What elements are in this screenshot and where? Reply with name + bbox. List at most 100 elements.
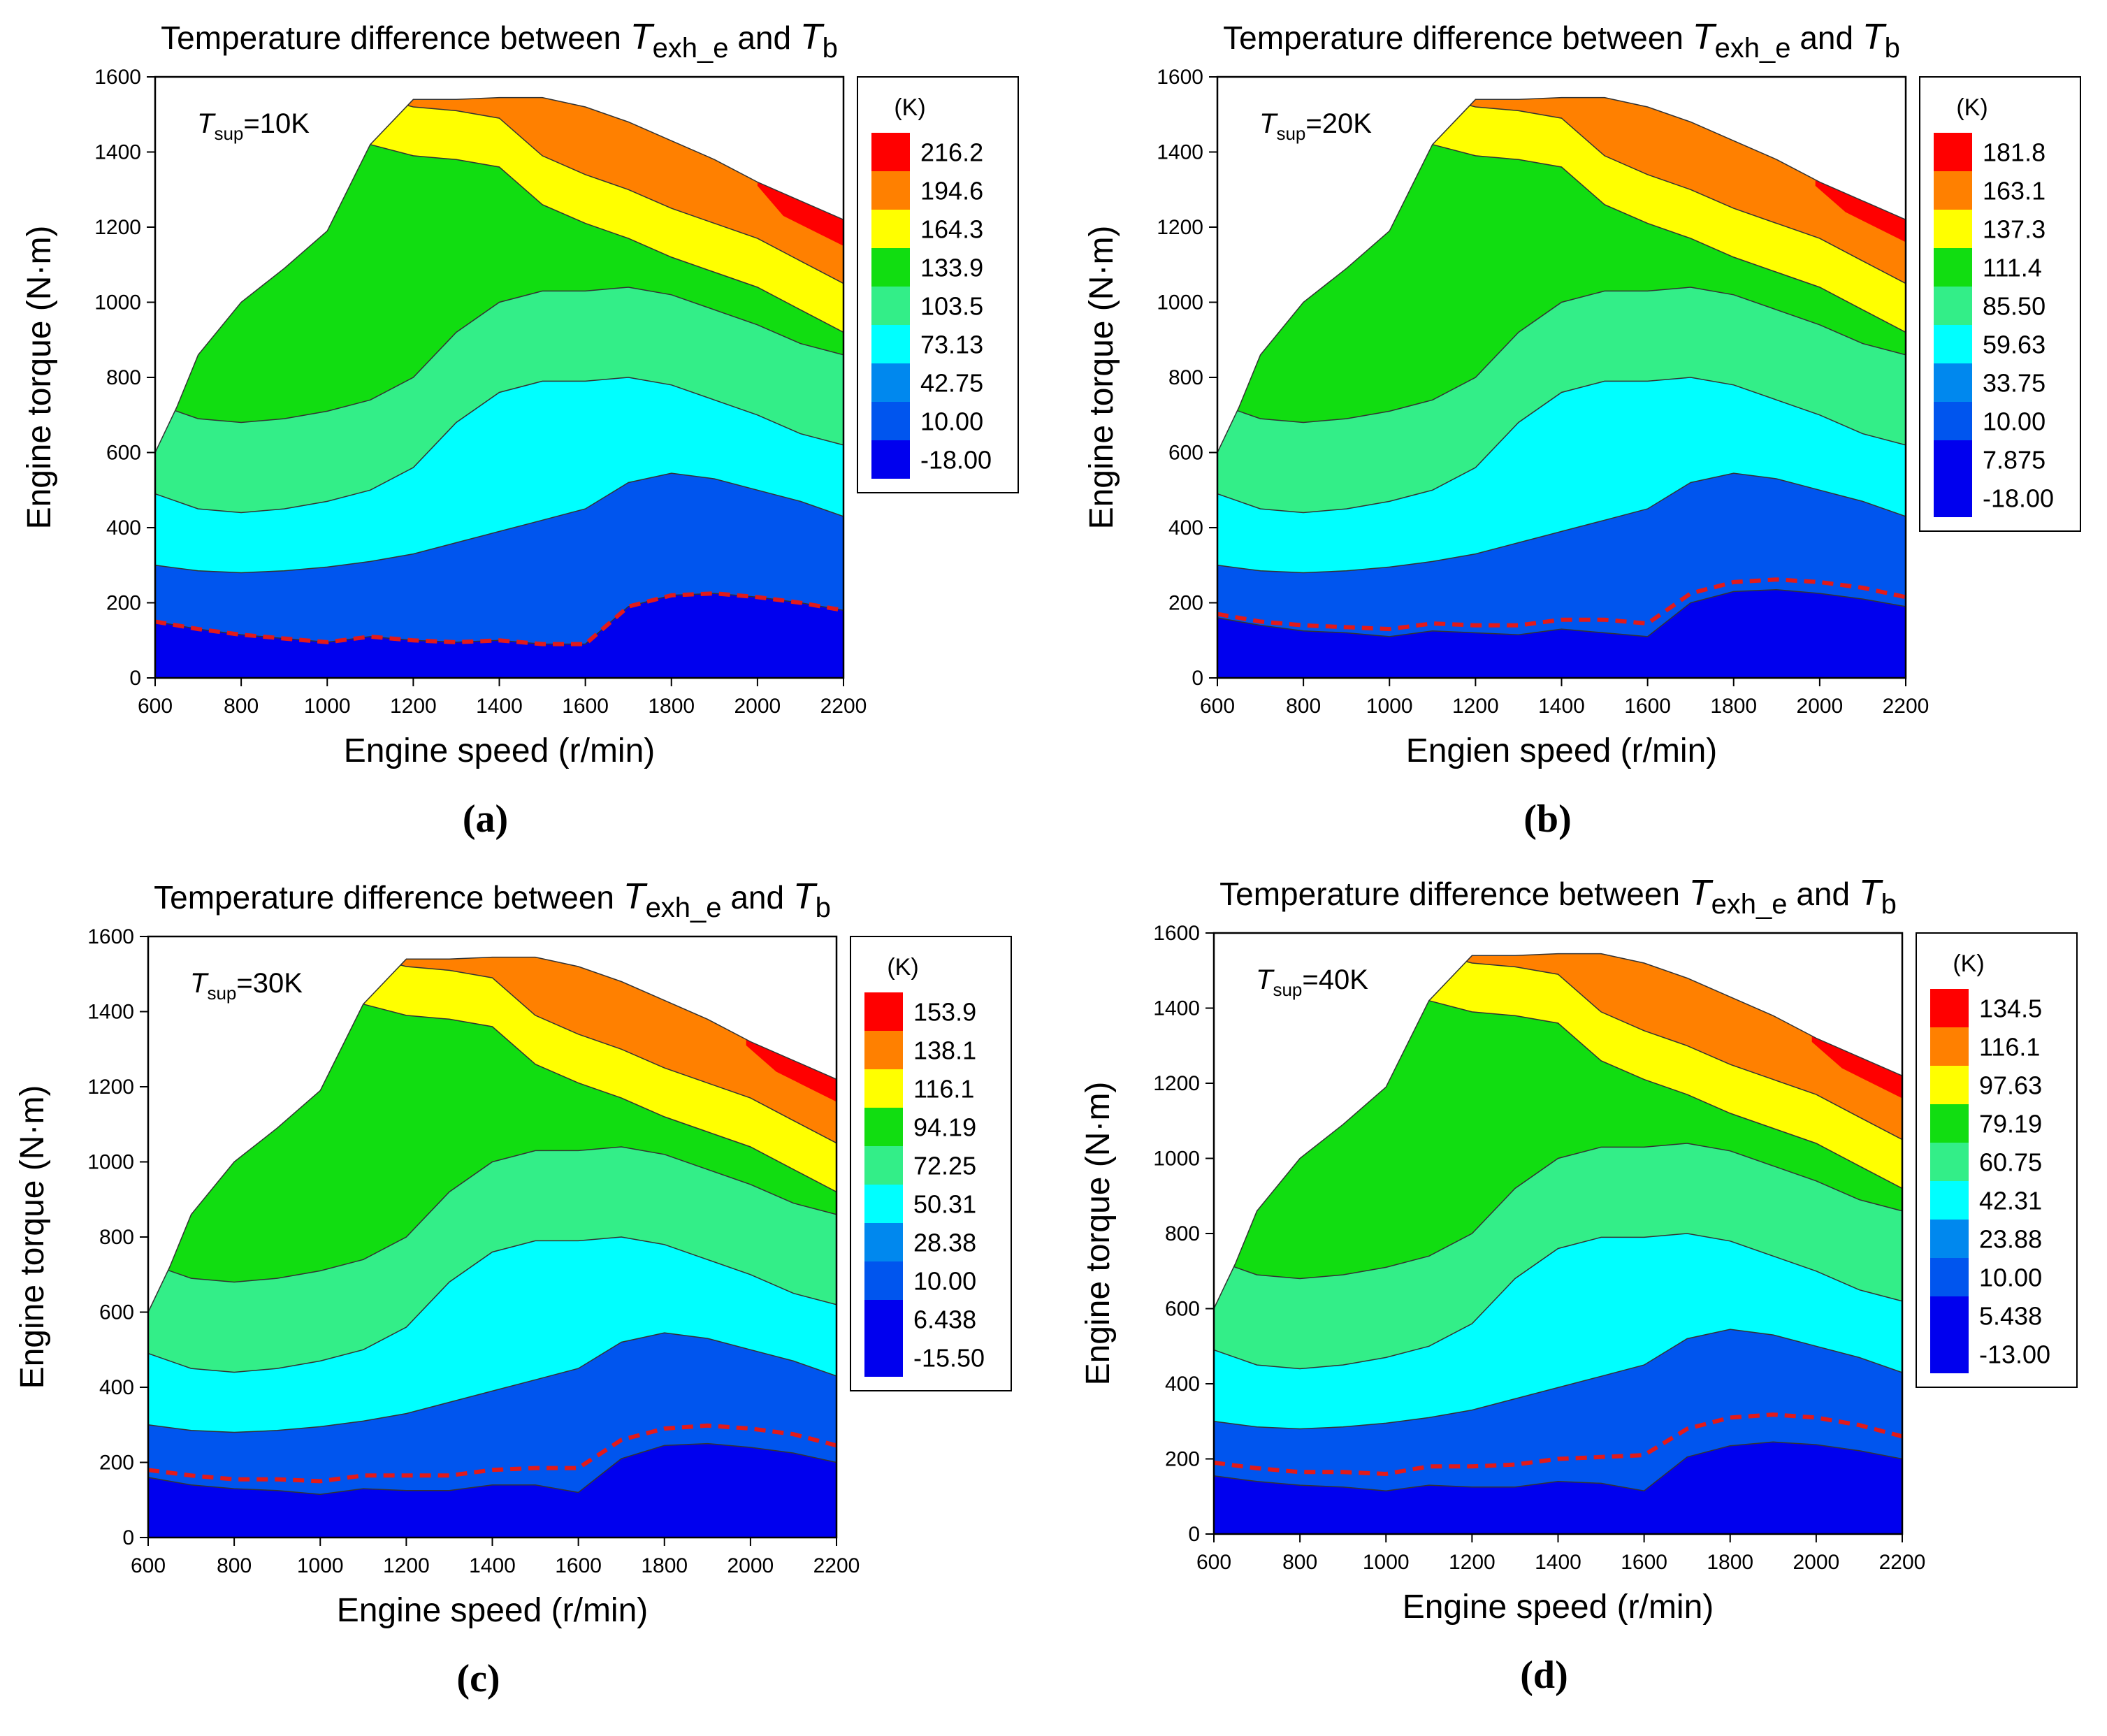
legend-swatch [871,325,910,363]
legend-swatch [1930,1181,1969,1220]
legend-label: 133.9 [920,254,983,282]
y-tick-label: 1600 [87,925,134,948]
legend-swatch [1930,1335,1969,1373]
x-tick-label: 2200 [1879,1551,1926,1574]
x-tick-label: 1000 [1366,695,1413,718]
caption-label: b [1537,797,1558,841]
legend-label: 116.1 [913,1075,974,1104]
legend-label: 163.1 [1983,177,2046,205]
legend-label: 60.75 [1979,1148,2042,1177]
annotation-value: =40K [1302,964,1368,995]
y-tick-label: 400 [106,516,141,540]
legend-label: 164.3 [920,215,983,244]
caption-open: ( [1523,797,1537,841]
title-t2: T [800,17,825,57]
x-tick-label: 1800 [648,695,695,718]
legend-label: 23.88 [1979,1225,2042,1254]
x-tick-label: 2200 [820,695,867,718]
x-tick-label: 1200 [390,695,437,718]
contour-line [1214,1441,1902,1491]
x-tick-label: 1000 [297,1554,344,1577]
contour-line [363,1004,837,1193]
contour-line [1428,1000,1902,1189]
contour-line [148,1332,837,1433]
legend-label: 42.75 [920,369,983,398]
legend-label: 153.9 [913,998,976,1027]
x-tick-label: 600 [1196,1551,1231,1574]
x-axis-label: Engine speed (r/min) [344,732,656,769]
legend-label: 10.00 [913,1267,976,1296]
title-t1-sub: exh_e [1711,889,1788,920]
legend-swatch [871,171,910,210]
legend-swatch [864,1338,903,1377]
contour-line [1217,472,1906,574]
title-t1-sub: exh_e [646,892,722,923]
legend-swatch [864,992,903,1031]
legend-label: 134.5 [1979,994,2042,1023]
caption-label: a [476,797,495,841]
legend-label: 111.4 [1983,254,2042,282]
x-tick-label: 800 [224,695,259,718]
y-tick-label: 800 [1168,366,1203,389]
x-axis-label: Engien speed (r/min) [1406,732,1718,769]
legend-label: 33.75 [1983,369,2046,398]
chart-title: Temperature difference between Texh_e an… [1219,873,1897,920]
x-tick-label: 1400 [469,1554,516,1577]
x-axis-label: Engine speed (r/min) [337,1592,649,1629]
x-axis-label: Engine speed (r/min) [1403,1589,1714,1626]
annotation-main: T [190,968,209,999]
legend-swatch [1930,1104,1969,1143]
y-tick-label: 600 [99,1301,134,1324]
y-tick-label: 600 [1168,442,1203,465]
legend-unit: (K) [1953,950,1984,977]
x-tick-label: 600 [1200,695,1235,718]
band-lowest [155,593,843,678]
x-tick-label: 1000 [1363,1551,1410,1574]
chart-title: Temperature difference between Texh_e an… [154,876,831,923]
title-t1: T [630,17,655,57]
title-prefix: Temperature difference between [1223,20,1693,56]
panel-b: 600 800 1000 1200 1400 1600 1800 2000 2200 0 200 40… [1083,17,2081,841]
legend-unit: (K) [1956,94,1987,121]
legend-swatch [1930,1258,1969,1296]
legend-swatch [1934,248,1972,287]
title-prefix: Temperature difference between [154,879,623,916]
x-tick-label: 1600 [1624,695,1671,718]
title-t2: T [1859,873,1883,913]
contour-line [1217,377,1906,514]
legend-label: 50.31 [913,1190,976,1219]
contour-line [1214,1329,1902,1430]
caption-open: ( [456,1657,470,1700]
dashed-threshold-contour [1217,577,1906,632]
legend-swatch [871,363,910,402]
annotation-main: T [197,108,216,139]
title-t1: T [1693,17,1717,57]
caption-close: ) [1555,1654,1568,1697]
contour-line [1432,144,1906,333]
contour-line [363,957,837,1144]
legend-label: 79.19 [1979,1110,2042,1138]
legend-label: 10.00 [1983,407,2046,436]
y-tick-label: 1600 [1153,922,1200,945]
title-prefix: Temperature difference between [161,20,630,56]
caption-close: ) [1558,797,1572,841]
x-tick-label: 1800 [1707,1551,1753,1574]
legend-label: 72.25 [913,1152,976,1180]
y-tick-label: 1200 [1157,216,1203,239]
y-tick-label: 200 [106,592,141,615]
title-joiner: and [1791,20,1862,56]
contour-line [155,377,843,514]
band-lowest [1214,1442,1902,1534]
contour-bands [148,957,837,1538]
dashed-threshold-contour [1213,1412,1903,1477]
title-prefix: Temperature difference between [1219,876,1689,912]
legend-swatch [864,1300,903,1338]
panel-caption: (c) [456,1657,500,1700]
legend-swatch [1934,210,1972,248]
y-tick-label: 1600 [1157,66,1203,89]
y-tick-label: 0 [129,667,141,690]
y-tick-label: 400 [1165,1373,1200,1396]
legend-label: -18.00 [1983,484,2054,513]
panel-c: 600 800 1000 1200 1400 1600 1800 2000 2200 0 200 40… [14,876,1012,1700]
legend-label: -13.00 [1979,1340,2050,1369]
